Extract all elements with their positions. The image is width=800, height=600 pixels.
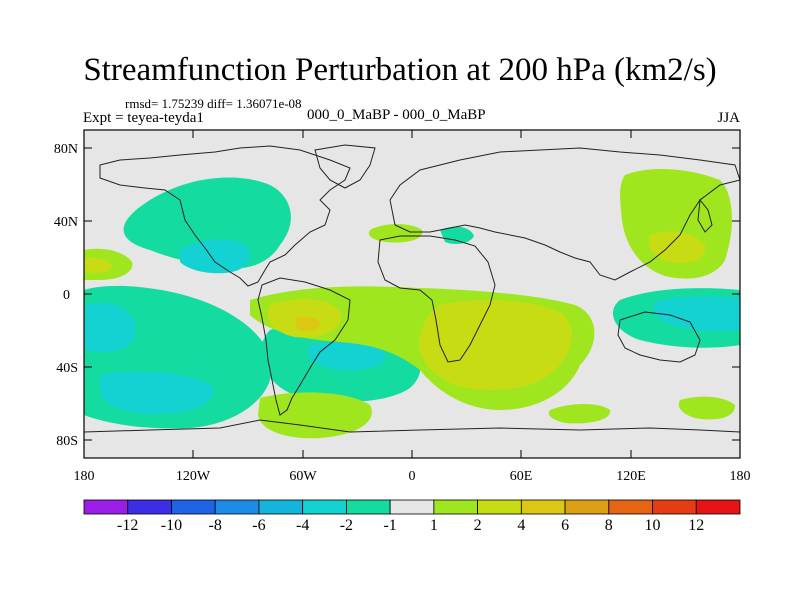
colorbar-label: 1 xyxy=(429,517,438,534)
contour-pos-southern-ocean-ind xyxy=(548,404,611,424)
coast-north-america xyxy=(99,145,351,287)
coast-africa xyxy=(377,235,496,363)
contour-pos-southern-ocean-pac xyxy=(678,396,736,420)
contour-neg-south-pacific-inner2 xyxy=(100,371,214,415)
colorbar-label: 6 xyxy=(561,517,570,534)
contour-pos-north-pacific-west-core xyxy=(84,257,112,273)
contour-neg-north-atlantic xyxy=(123,177,291,269)
colorbar-label: -1 xyxy=(383,517,397,534)
colorbar-label: 8 xyxy=(604,517,613,534)
contour-pos-africa-indian xyxy=(419,300,572,390)
colorbar-swatch xyxy=(171,499,216,515)
season-label: JJA xyxy=(717,110,740,126)
colorbar-swatch xyxy=(564,499,610,515)
contour-neg-south-atlantic-inner xyxy=(307,341,386,371)
colorbar-swatch xyxy=(389,499,435,515)
colorbar-swatch xyxy=(695,499,741,515)
contour-pos-southern-ocean-atl xyxy=(258,392,372,439)
coast-japan xyxy=(697,198,713,233)
period-label: 000_0_MaBP - 000_0_MaBP xyxy=(307,107,486,123)
lon-label: 60W xyxy=(289,469,317,484)
colorbar xyxy=(83,499,741,515)
coast-australia xyxy=(617,311,701,363)
contour-neg-west-pacific-inner xyxy=(653,296,740,332)
lat-label: 80N xyxy=(54,142,78,157)
colorbar-swatch xyxy=(652,499,697,515)
lat-label: 40N xyxy=(54,215,78,230)
colorbar-label: -10 xyxy=(160,517,183,534)
experiment-label: Expt = teyea-teyda1 xyxy=(83,110,204,126)
colorbar-swatch xyxy=(608,499,653,515)
colorbar-swatch xyxy=(127,499,172,515)
colorbar-label: 12 xyxy=(688,517,705,534)
lon-label: 60E xyxy=(510,469,533,484)
stats-line: rmsd= 1.75239 diff= 1.36071e-08 xyxy=(125,96,302,111)
lat-label: 80S xyxy=(56,434,78,449)
colorbar-label: 10 xyxy=(644,517,661,534)
contour-neg-south-pacific-inner xyxy=(84,303,136,353)
coast-antarctica xyxy=(84,419,740,433)
colorbar-label: -8 xyxy=(208,517,222,534)
colorbar-swatch xyxy=(433,499,479,515)
colorbar-swatch xyxy=(258,499,304,515)
colorbar-label: -12 xyxy=(117,517,139,534)
colorbar-swatch xyxy=(477,499,522,515)
colorbar-swatch xyxy=(302,499,347,515)
lat-label: 40S xyxy=(56,361,78,376)
lon-axis xyxy=(83,130,741,458)
contour-pos-south-america-peak xyxy=(295,316,321,331)
field-layer xyxy=(84,130,740,458)
map-title: Streamfunction Perturbation at 200 hPa (… xyxy=(83,52,717,88)
coast-greenland xyxy=(314,144,376,189)
colorbar-label: -6 xyxy=(252,517,266,534)
colorbar-label: 2 xyxy=(473,517,482,534)
lat-label: 0 xyxy=(63,288,70,303)
colorbar-swatch xyxy=(214,499,260,515)
coast-south-america xyxy=(257,277,351,416)
contour-pos-europe xyxy=(368,224,423,243)
colorbar-label: -2 xyxy=(339,517,354,534)
colorbar-swatch xyxy=(345,499,391,515)
coast-eurasia xyxy=(389,147,740,281)
lat-axis xyxy=(84,147,740,441)
contour-neg-north-atlantic-inner xyxy=(180,239,251,274)
colorbar-label: -4 xyxy=(295,517,310,534)
lon-label: 120E xyxy=(616,469,646,484)
lon-label: 180 xyxy=(730,469,751,484)
coastlines xyxy=(84,144,740,433)
colorbar-label: 4 xyxy=(517,517,526,534)
colorbar-swatch xyxy=(520,499,566,515)
colorbar-swatch xyxy=(83,499,129,515)
contour-pos-east-asia-core xyxy=(648,231,706,264)
contour-neg-north-africa xyxy=(440,226,474,244)
lon-label: 0 xyxy=(409,469,416,484)
lon-label: 120W xyxy=(176,469,211,484)
lon-label: 180 xyxy=(74,469,95,484)
